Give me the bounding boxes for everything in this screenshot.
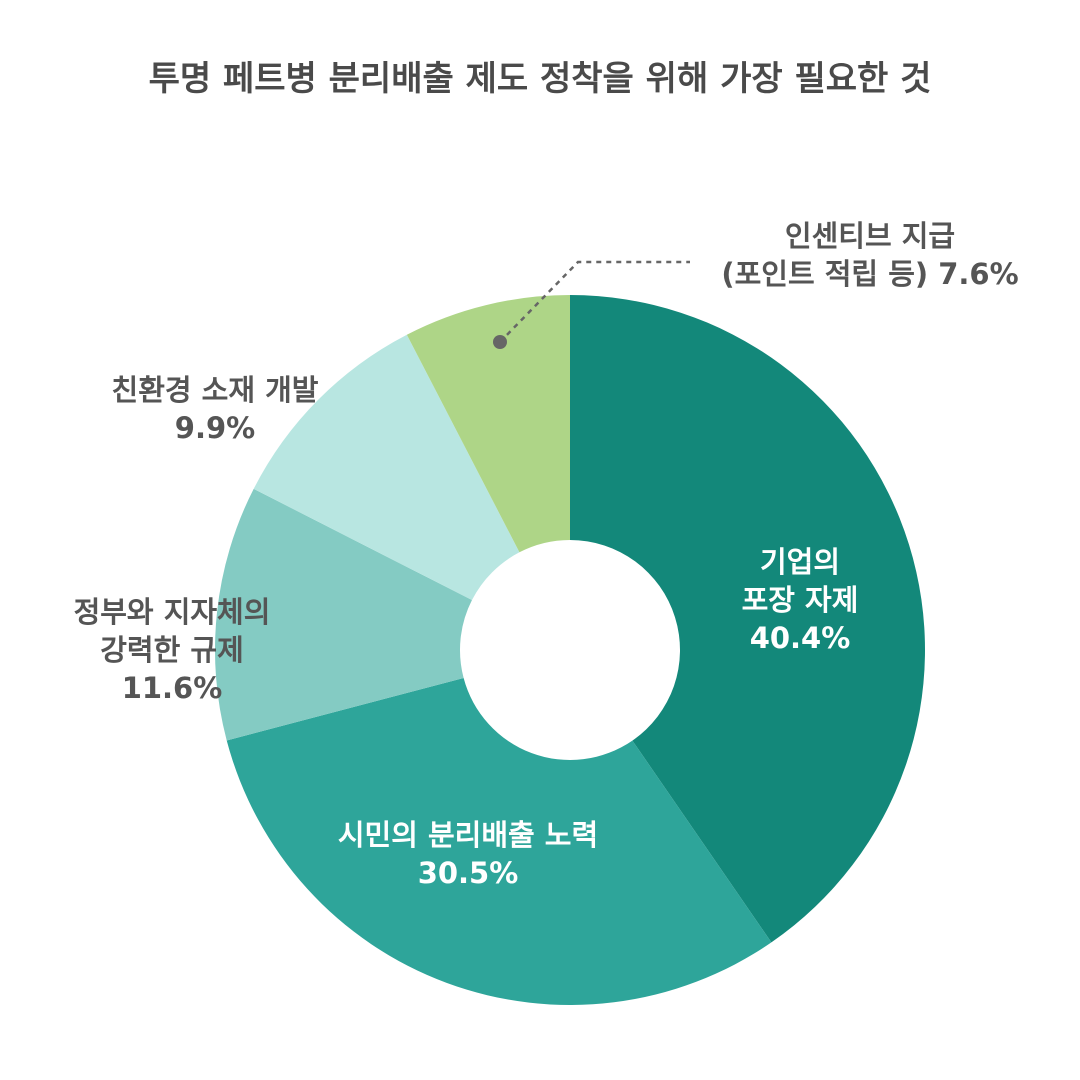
slice-name-label: 인센티브 지급 (785, 219, 955, 253)
leader-layer (493, 260, 690, 349)
slice-value-label: 30.5% (418, 856, 519, 890)
slice-name-label: 강력한 규제 (100, 633, 244, 667)
slice-label-2: 시민의 분리배출 노력 30.5% (338, 818, 598, 890)
leader-dot (493, 335, 507, 349)
slices-layer (214, 295, 925, 1005)
slice-name-label: 포장 자제 (742, 583, 859, 617)
slice-name-label: (포인트 적립 등) 7.6% (721, 257, 1018, 291)
slice-value-label: 40.4% (750, 621, 851, 655)
slice-3 (214, 488, 472, 741)
slice-1 (570, 295, 925, 943)
slice-value-label: 11.6% (122, 671, 223, 705)
slice-label-5: 인센티브 지급 (포인트 적립 등) 7.6% (721, 219, 1018, 291)
slice-name-label: 기업의 (760, 545, 840, 579)
slice-4 (253, 334, 520, 601)
slice-label-4: 친환경 소재 개발 9.9% (112, 373, 319, 445)
slice-name-label: 친환경 소재 개발 (112, 373, 319, 407)
slice-value-label: 9.9% (175, 411, 255, 445)
slice-name-label: 시민의 분리배출 노력 (338, 818, 598, 852)
slice-5 (406, 295, 570, 553)
chart-title: 투명 페트병 분리배출 제도 정착을 위해 가장 필요한 것 (149, 59, 932, 99)
slice-name-label: 정부와 지자체의 (74, 595, 271, 629)
leader-line (499, 260, 690, 343)
slice-2 (226, 678, 772, 1005)
